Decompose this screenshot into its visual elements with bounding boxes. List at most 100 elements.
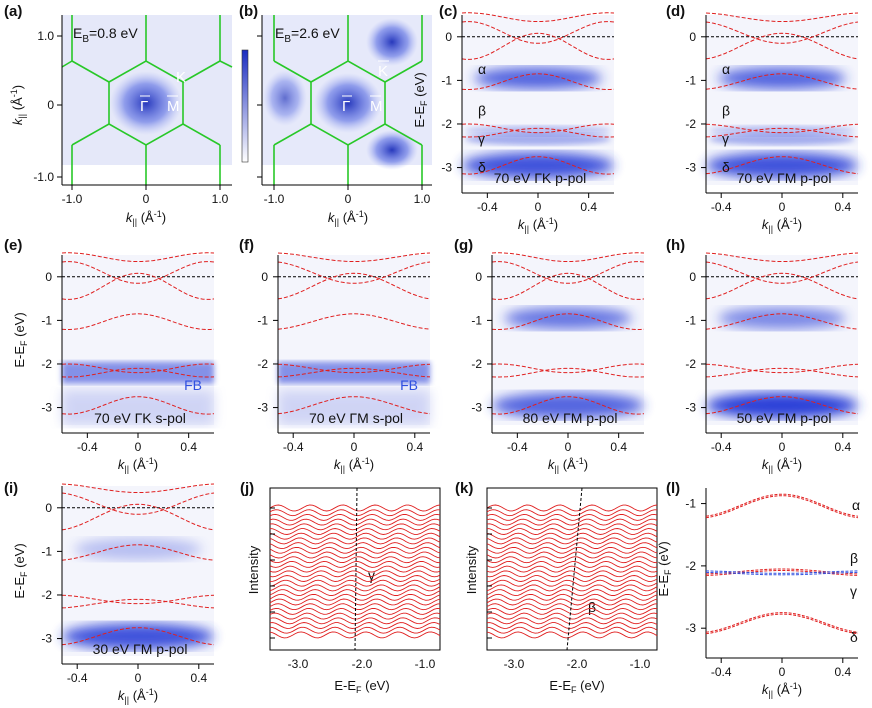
arpes-panel-i: 0 -1 -2 -3 -0.4 0 0.4 k|| (Å-1) E-EF (eV) (i) 30 e… — [4, 480, 215, 705]
xtick-i-2: 0.4 — [190, 671, 207, 685]
edc-curve-panel-j-21 — [269, 603, 441, 611]
xtick-k-1: -3.0 — [504, 657, 525, 671]
xlabel-i: k|| (Å-1) — [118, 687, 158, 705]
panel-label-i: (i) — [4, 480, 18, 497]
edc-curve-panel-j-6 — [269, 532, 441, 540]
edc-curve-panel-j-4 — [269, 523, 441, 531]
arpes-panel-h: 0 -1 -2 -3 -0.4 0 0.4 k|| (Å-1) (h) 50 eV ΓM p-po… — [666, 237, 859, 474]
edc-curve-panel-j-15 — [269, 575, 441, 582]
alpha-intensity-c — [474, 67, 602, 90]
tag-f: FB — [400, 377, 418, 393]
gamma-intensity-d — [709, 133, 855, 146]
band-delta-e — [61, 396, 215, 415]
panel-label-h: (h) — [666, 237, 685, 254]
band-beta-g — [491, 363, 645, 374]
xtick-e-2: 0.4 — [180, 440, 197, 454]
panel-label-a: (a) — [4, 3, 22, 20]
ytick-i-2: -2 — [41, 588, 52, 602]
edc-curve-panel-k-8 — [486, 542, 658, 550]
panel-label-k: (k) — [455, 480, 473, 497]
edc-curve-panel-k-15 — [486, 575, 658, 582]
xtick-a-1: -1.0 — [62, 192, 83, 206]
edc-curve-panel-j-8 — [269, 542, 441, 550]
band-delta-d — [705, 156, 859, 175]
band-top1-d — [705, 32, 859, 60]
band-delta-c: δ — [478, 159, 486, 175]
ytick-d-1: -1 — [685, 73, 696, 87]
xlabel-j: E-EF (eV) — [334, 678, 389, 695]
xlabel-e: k|| (Å-1) — [118, 456, 158, 474]
peak-guide-panel-k — [566, 487, 583, 651]
ylabel-l: E-EF (eV) — [656, 541, 673, 596]
alpha-intensity-h — [718, 307, 846, 330]
xtick-f-1: 0 — [351, 440, 358, 454]
caption-d: 70 eV ΓM p-pol — [737, 170, 832, 186]
xtick-a-2: 0 — [143, 192, 150, 206]
edc-curve-panel-k-5 — [486, 528, 658, 535]
arpes-panel-d: 0 -1 -2 -3 -0.4 0 0.4 k|| (Å-1) (d) 70 eV ΓM p-po… — [666, 3, 859, 234]
band-top1-f — [277, 272, 431, 300]
xtick-e-0: -0.4 — [77, 440, 98, 454]
xtick-f-0: -0.4 — [283, 440, 304, 454]
band-alpha-d: α — [722, 61, 730, 77]
band-top2-g — [491, 261, 645, 284]
delta-intensity-g — [492, 392, 644, 419]
band-gamma-c — [461, 127, 615, 138]
caption-h: 50 eV ΓM p-pol — [737, 410, 832, 426]
band-gamma-i — [61, 598, 215, 609]
ytick-f-1: -1 — [257, 313, 268, 327]
xtick-c-2: 0.4 — [580, 200, 597, 214]
band-delta-d: δ — [722, 159, 730, 175]
band-top3-i — [61, 483, 215, 493]
delta-intensity-i — [62, 623, 214, 650]
xtick-h-0: -0.4 — [711, 440, 732, 454]
band-gamma-l: γ — [850, 583, 857, 599]
band-top3-d — [705, 12, 859, 22]
caption-f: 70 eV ΓM s-pol — [309, 410, 403, 426]
band-alpha-e — [61, 313, 215, 330]
ylabel-i: E-EF (eV) — [12, 543, 29, 598]
band-delta-h — [705, 396, 859, 415]
xtick-j-1: -3.0 — [288, 657, 309, 671]
alpha-intensity-g — [504, 307, 632, 330]
ytick-h-2: -2 — [685, 357, 696, 371]
xtick-j-3: -1.0 — [415, 657, 436, 671]
edc-curve-panel-k-21 — [486, 603, 658, 611]
arpes-panel-g: 0 -1 -2 -3 -0.4 0 0.4 k|| (Å-1) (g) 80 eV ΓM p-po… — [454, 237, 645, 474]
ytick-h-0: 0 — [689, 270, 696, 284]
bz-grid-a — [61, 15, 233, 185]
alpha-intensity-d — [718, 67, 846, 90]
band-gamma-h — [705, 367, 859, 378]
edc-curve-panel-j-10 — [269, 551, 441, 559]
band-top2-f — [277, 261, 431, 284]
xtick-b-3: 1.0 — [414, 192, 431, 206]
xtick-f-2: 0.4 — [406, 440, 423, 454]
ytick-f-0: 0 — [261, 270, 268, 284]
edc-curve-panel-k-1 — [486, 509, 657, 517]
xtick-c-1: 0 — [535, 200, 542, 214]
ytick-l-1: -2 — [685, 559, 696, 573]
band-beta-c: β — [478, 102, 486, 118]
xtick-d-2: 0.4 — [834, 200, 851, 214]
band-alpha-i — [61, 544, 215, 561]
ylabel-c: E-EF (eV) — [412, 72, 429, 127]
panel-l: (l) α β γ δ -1 -2 -3 -0.4 0 0.4 k|| (Å-1) E-EF … — [656, 480, 860, 699]
xtick-g-1: 0 — [565, 440, 572, 454]
edc-curve-panel-j-12 — [269, 560, 441, 568]
fit-gamma-l-0 — [705, 570, 859, 574]
ytick-g-0: 0 — [475, 270, 482, 284]
band-beta-l: β — [850, 550, 858, 566]
band-beta-d — [705, 123, 859, 134]
ytick-g-1: -1 — [471, 313, 482, 327]
band-delta-l: δ — [850, 629, 858, 645]
xtick-g-0: -0.4 — [507, 440, 528, 454]
edc-curve-panel-k-22 — [486, 607, 658, 615]
xtick-i-0: -0.4 — [67, 671, 88, 685]
edc-curve-panel-k-10 — [486, 551, 658, 559]
xlabel-b: k|| (Å-1) — [328, 209, 368, 227]
edc-curve-panel-j-27 — [269, 631, 441, 639]
ytick-d-2: -2 — [685, 117, 696, 131]
caption-i: 30 eV ΓM p-pol — [93, 641, 188, 657]
xtick-i-1: 0 — [135, 671, 142, 685]
band-top3-f — [277, 252, 431, 262]
